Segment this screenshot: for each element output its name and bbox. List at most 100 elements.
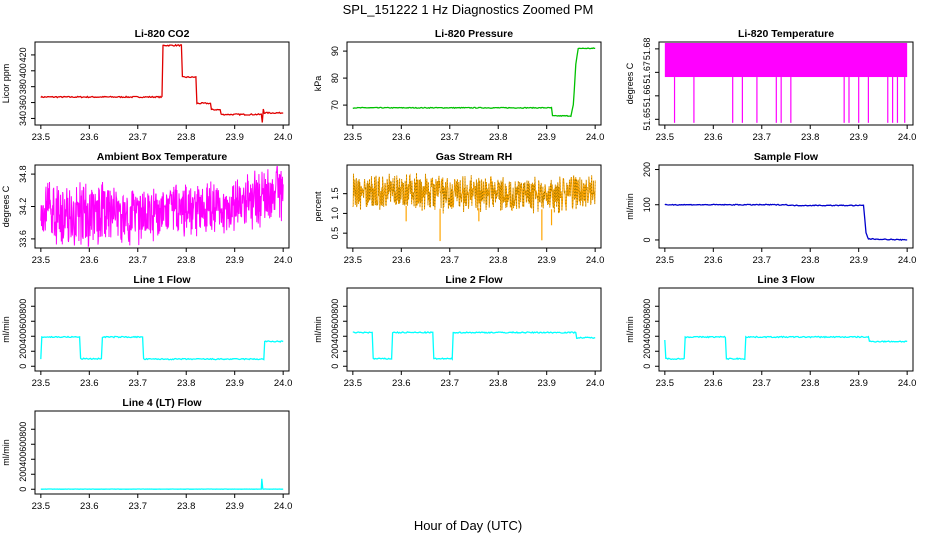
y-axis-label: degrees C xyxy=(1,185,11,227)
x-tick-label: 24.0 xyxy=(586,255,605,266)
y-tick-label: 200 xyxy=(330,344,340,359)
x-tick-label: 23.5 xyxy=(32,378,51,389)
x-tick-label: 23.6 xyxy=(392,132,411,143)
x-tick-label: 23.6 xyxy=(80,255,99,266)
x-tick-label: 24.0 xyxy=(898,132,917,143)
x-tick-label: 23.9 xyxy=(225,132,244,143)
chart-panel-10: Line 4 (LT) Flow ml/min 23.5 23.6 23.7 23.8 23… xyxy=(1,397,292,512)
x-tick-label: 23.6 xyxy=(704,255,723,266)
series-line xyxy=(40,43,284,123)
y-axis-label: degrees C xyxy=(625,62,635,104)
x-tick-label: 23.8 xyxy=(177,501,196,512)
y-tick-label: 51.67 xyxy=(642,61,652,84)
y-tick-label: 100 xyxy=(642,197,652,212)
y-tick-label: 0 xyxy=(18,364,28,369)
x-tick-label: 23.7 xyxy=(129,255,148,266)
x-tick-label: 23.6 xyxy=(704,132,723,143)
series-overlay xyxy=(352,172,596,214)
y-tick-label: 600 xyxy=(18,437,28,452)
y-tick-label: 0 xyxy=(642,237,652,242)
y-tick-label: 70 xyxy=(330,100,340,110)
x-tick-label: 23.6 xyxy=(392,255,411,266)
x-tick-label: 23.5 xyxy=(656,255,675,266)
chart-panel-2: Li-820 Pressure kPa 23.5 23.6 23.7 23.8 23.9 24… xyxy=(313,28,604,143)
y-axis-label: Licor ppm xyxy=(1,64,11,104)
x-tick-label: 23.7 xyxy=(753,378,772,389)
y-axis-label: ml/min xyxy=(625,316,635,343)
panel-frame xyxy=(658,164,914,249)
y-tick-label: 0 xyxy=(642,364,652,369)
panel-title: Li-820 Temperature xyxy=(738,28,834,40)
x-tick-label: 23.7 xyxy=(753,132,772,143)
y-tick-label: 360 xyxy=(18,95,28,110)
y-tick-label: 51.66 xyxy=(642,85,652,108)
y-tick-label: 0 xyxy=(18,487,28,492)
plot-area xyxy=(40,43,284,123)
panel-title: Sample Flow xyxy=(754,151,819,163)
y-tick-label: 200 xyxy=(18,467,28,482)
y-tick-label: 600 xyxy=(642,314,652,329)
x-tick-label: 23.5 xyxy=(656,378,675,389)
y-axis-label: ml/min xyxy=(625,193,635,220)
y-tick-label: 800 xyxy=(18,422,28,437)
x-tick-label: 24.0 xyxy=(898,255,917,266)
chart-panel-6: Sample Flow ml/min 23.5 23.6 23.7 23.8 23.9 24.… xyxy=(625,151,916,266)
y-tick-label: 400 xyxy=(330,329,340,344)
x-tick-label: 23.8 xyxy=(801,255,820,266)
y-tick-label: 33.6 xyxy=(18,230,28,248)
chart-panel-1: Li-820 CO2 Licor ppm 23.5 23.6 23.7 23.8 23.9 2… xyxy=(1,28,292,143)
x-tick-label: 23.8 xyxy=(177,255,196,266)
x-tick-label: 23.8 xyxy=(489,255,508,266)
panel-title: Line 2 Flow xyxy=(445,274,503,286)
chart-panel-4: Ambient Box Temperature degrees C 23.5 23.6… xyxy=(1,151,292,266)
x-tick-label: 23.8 xyxy=(489,378,508,389)
panel-frame xyxy=(34,41,290,126)
y-axis-label: ml/min xyxy=(313,316,323,343)
x-tick-label: 23.7 xyxy=(129,132,148,143)
plot-area xyxy=(40,335,284,361)
x-tick-label: 23.9 xyxy=(537,132,556,143)
y-axis-label: ml/min xyxy=(1,316,11,343)
x-tick-label: 23.7 xyxy=(753,255,772,266)
y-tick-label: 400 xyxy=(642,329,652,344)
x-tick-label: 23.8 xyxy=(801,132,820,143)
x-tick-label: 23.9 xyxy=(849,378,868,389)
y-tick-label: 420 xyxy=(18,47,28,62)
panel-frame xyxy=(346,164,602,249)
x-tick-label: 23.9 xyxy=(537,378,556,389)
panel-title: Li-820 Pressure xyxy=(435,28,513,40)
y-tick-label: 200 xyxy=(642,162,652,177)
y-tick-label: 1.5 xyxy=(330,187,340,200)
x-tick-label: 23.8 xyxy=(489,132,508,143)
y-tick-label: 400 xyxy=(18,329,28,344)
x-tick-label: 23.7 xyxy=(441,378,460,389)
panel-frame xyxy=(658,41,914,126)
series-line xyxy=(40,335,284,361)
chart-panel-7: Line 1 Flow ml/min 23.5 23.6 23.7 23.8 23.9 24.… xyxy=(1,274,292,389)
panel-title: Li-820 CO2 xyxy=(135,28,190,40)
panel-frame xyxy=(34,287,290,372)
plot-area xyxy=(40,166,284,247)
panel-title: Line 1 Flow xyxy=(133,274,191,286)
x-tick-label: 23.7 xyxy=(441,255,460,266)
y-tick-label: 34.8 xyxy=(18,165,28,183)
y-tick-label: 400 xyxy=(18,452,28,467)
y-tick-label: 800 xyxy=(330,299,340,314)
x-tick-label: 23.5 xyxy=(344,255,363,266)
series-line xyxy=(40,478,284,490)
x-tick-label: 23.5 xyxy=(32,501,51,512)
x-tick-label: 24.0 xyxy=(274,132,293,143)
panel-title: Gas Stream RH xyxy=(436,151,512,163)
chart-panel-5: Gas Stream RH percent 23.5 23.6 23.7 23.8 23.9… xyxy=(313,151,604,266)
x-tick-label: 24.0 xyxy=(898,378,917,389)
y-tick-label: 51.65 xyxy=(642,108,652,131)
x-tick-label: 23.9 xyxy=(225,501,244,512)
chart-panel-8: Line 2 Flow ml/min 23.5 23.6 23.7 23.8 23.9 24.… xyxy=(313,274,604,389)
figure-title: SPL_151222 1 Hz Diagnostics Zoomed PM xyxy=(342,2,594,17)
x-tick-label: 23.7 xyxy=(129,501,148,512)
plot-area xyxy=(664,203,908,242)
panel-title: Line 4 (LT) Flow xyxy=(122,397,202,409)
y-axis-label: percent xyxy=(313,191,323,222)
y-tick-label: 200 xyxy=(18,344,28,359)
